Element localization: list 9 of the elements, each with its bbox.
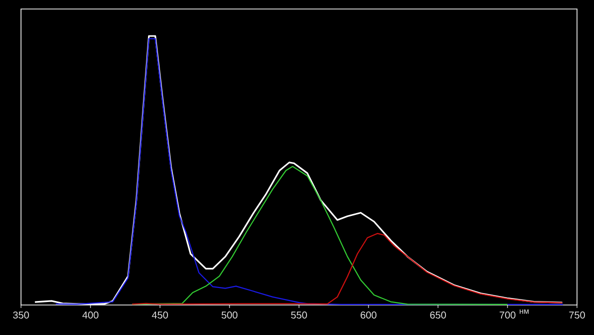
x-tick-label: 700 — [500, 312, 516, 319]
x-tick-label: 750 — [569, 312, 585, 319]
x-tick-label: 650 — [430, 312, 446, 319]
x-tick-label: 350 — [13, 312, 29, 319]
x-tick-label: 400 — [82, 312, 98, 319]
x-tick-label: 600 — [360, 312, 376, 319]
x-tick-label: 500 — [222, 312, 238, 319]
x-tick-label: 450 — [152, 312, 168, 319]
x-tick-label: 550 — [291, 312, 307, 319]
